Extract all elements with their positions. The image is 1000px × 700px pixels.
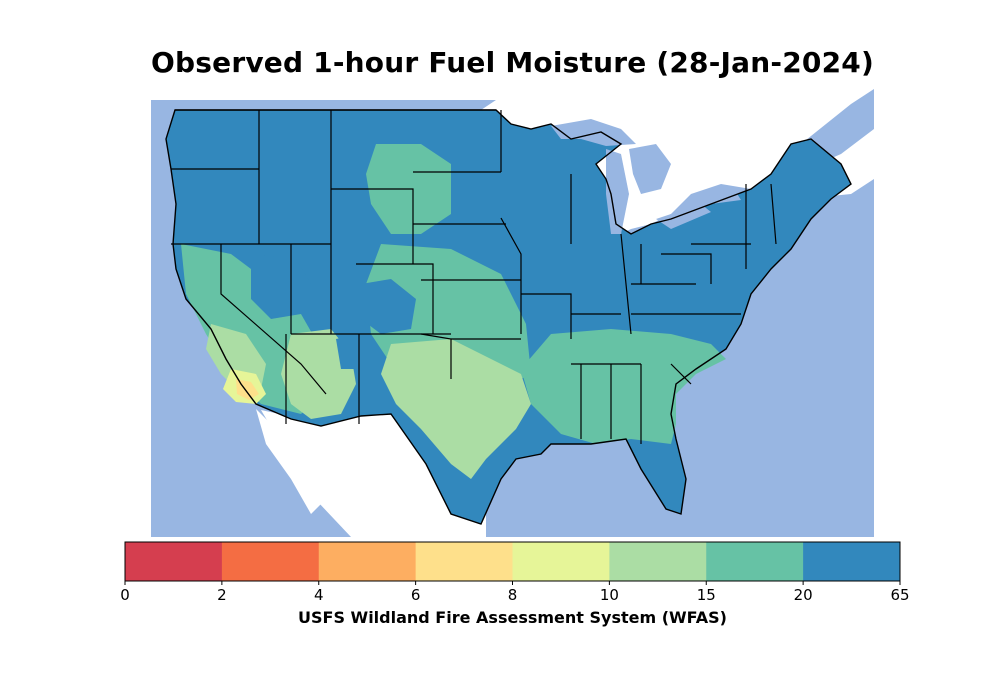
map-title: Observed 1-hour Fuel Moisture (28-Jan-20… xyxy=(151,46,874,79)
lake-michigan xyxy=(606,149,629,234)
colorbar-label: USFS Wildland Fire Assessment System (WF… xyxy=(298,608,727,627)
lake-huron xyxy=(629,144,671,194)
colorbar-tick-label: 2 xyxy=(217,586,227,604)
colorbar-swatch xyxy=(221,542,320,581)
colorbar-tick-label: 8 xyxy=(508,586,518,604)
moisture-10-15-southwest xyxy=(281,329,356,419)
colorbar: 0 2 4 6 8 10 15 20 65 xyxy=(120,541,910,604)
lake-ontario xyxy=(706,192,741,204)
colorbar-swatch xyxy=(803,542,901,581)
colorbar-tick-label: 0 xyxy=(120,586,130,604)
wet-patch-newmexico xyxy=(336,334,376,369)
baja-land xyxy=(256,409,321,514)
lake-superior xyxy=(551,119,636,146)
colorbar-swatch xyxy=(125,542,223,581)
lake-erie xyxy=(656,204,711,229)
wet-patch-colorado xyxy=(361,279,416,334)
colorbar-tick-label: 65 xyxy=(890,586,909,604)
colorbar-swatch xyxy=(706,542,804,581)
moisture-15-20-southeast xyxy=(521,329,726,444)
fuel-moisture-map xyxy=(151,84,874,537)
colorbar-swatches xyxy=(125,542,901,581)
colorbar-swatch xyxy=(609,542,707,581)
colorbar-ticks: 0 2 4 6 8 10 15 20 65 xyxy=(120,581,910,604)
colorbar-swatch xyxy=(512,542,610,581)
colorbar-tick-label: 15 xyxy=(697,586,716,604)
colorbar-tick-label: 10 xyxy=(600,586,619,604)
colorbar-tick-label: 20 xyxy=(794,586,813,604)
wet-patch-nevada xyxy=(251,254,311,319)
colorbar-tick-label: 4 xyxy=(314,586,324,604)
colorbar-swatch xyxy=(318,542,417,581)
colorbar-tick-label: 6 xyxy=(411,586,421,604)
coastline xyxy=(165,109,852,525)
colorbar-swatch xyxy=(415,542,513,581)
moisture-10-15-texas xyxy=(381,339,531,479)
